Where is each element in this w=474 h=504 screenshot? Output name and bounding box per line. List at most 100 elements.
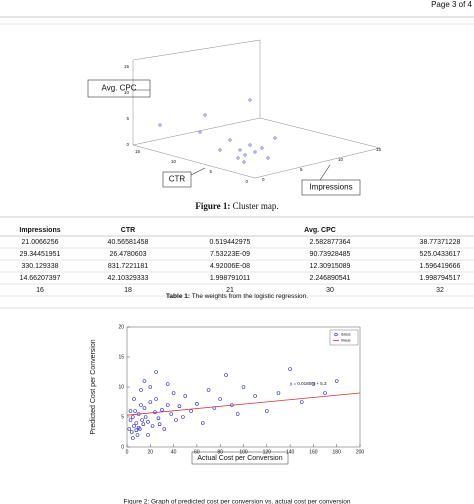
callout-boxes: [87, 79, 361, 196]
data-point: [132, 424, 136, 428]
data-point: [132, 397, 136, 401]
table-header: Avg. CPC: [304, 227, 336, 234]
data-point: [127, 427, 132, 431]
table-cell: 21.0066256: [22, 239, 59, 246]
data-point: [143, 415, 148, 419]
page-number: Page 3 of 4: [431, 0, 472, 9]
table-cell: 2.582877364: [310, 239, 351, 246]
table-caption: Table 1: The weights from the logistic r…: [166, 293, 308, 300]
data-point: [154, 397, 158, 401]
data-point: [134, 428, 139, 433]
data-point: [133, 409, 137, 413]
x-tick-label: 60: [194, 449, 200, 455]
y-tick-label: 0: [245, 179, 248, 184]
figure-caption: Figure 2: Graph of predicted cost per co…: [124, 499, 351, 504]
x-tick-label: 80: [217, 449, 223, 455]
data-point: [288, 367, 292, 371]
table-cell: 38.77371228: [420, 239, 461, 246]
x-tick-label: 160: [309, 449, 318, 455]
data-point: [139, 388, 143, 392]
caption-text: Cluster map.: [233, 201, 279, 211]
x-tick-label: 15: [376, 147, 382, 152]
plot3d-frame: [132, 39, 381, 179]
table-cell: 1.596419666: [420, 263, 461, 270]
data-point: [156, 416, 161, 421]
y-tick-label: 5: [209, 169, 212, 174]
data-point: [189, 409, 193, 413]
table-cell: 29.34451951: [20, 251, 61, 258]
callout: Impressions: [309, 183, 352, 192]
x-tick-label: 10: [338, 157, 344, 162]
cluster-points: [158, 98, 277, 164]
data-point: [154, 370, 158, 374]
data-point: [311, 382, 316, 386]
data-point: [200, 421, 205, 425]
data-point: [150, 424, 155, 428]
data-point: [131, 436, 135, 440]
data-point: [148, 400, 153, 404]
x-tick-label: 120: [263, 449, 272, 455]
x-tick-label: 100: [239, 449, 248, 455]
table-cell: 12.30915089: [310, 263, 351, 270]
table-cell: 330.129338: [22, 263, 59, 270]
y-axis-label: Predicted Cost per Conversion: [90, 339, 97, 434]
table-cell: 2.246890541: [310, 275, 351, 282]
data-point: [181, 415, 185, 419]
table-cell: 525.0433617: [420, 251, 461, 258]
x-tick-label: 0: [126, 449, 129, 455]
table-cell: 14.66207397: [20, 275, 61, 282]
data-point: [165, 382, 170, 386]
caption-label: Figure 1:: [195, 201, 230, 211]
data-point: [235, 412, 240, 416]
data-point: [162, 427, 167, 431]
data-point: [183, 394, 188, 398]
legend-label: linear: [341, 338, 351, 343]
data-point: [323, 391, 327, 395]
data-point: [165, 403, 170, 407]
table-cell: 26.4780603: [110, 251, 147, 258]
y-tick-label: 5: [121, 414, 124, 420]
data-point: [131, 415, 135, 419]
data-point: [174, 418, 178, 422]
data-point: [129, 430, 134, 434]
data-point: [134, 421, 139, 425]
data-point: [218, 397, 222, 401]
x-tick-label: 40: [171, 449, 177, 455]
callout: CTR: [169, 175, 186, 184]
data-point: [171, 391, 176, 395]
table-cell: 30: [326, 287, 334, 294]
y-tick-label: 0: [121, 444, 124, 450]
table: Impressions CTR Avg. CPC 21.0066256 40.56581…: [0, 227, 474, 297]
data-point: [195, 401, 199, 406]
figure-caption: Figure 1: Cluster map.: [195, 201, 278, 211]
table-cell: 831.7221181: [108, 263, 148, 270]
table-cell: 16: [36, 287, 44, 294]
x-tick-label: 0: [262, 177, 265, 182]
data-point: [276, 391, 281, 395]
data-point: [128, 409, 133, 413]
table-header: Impressions: [19, 227, 60, 234]
data-point: [135, 433, 140, 437]
table-cell: 4.92006E-08: [210, 263, 250, 270]
data-point: [241, 385, 246, 389]
table-cell: 18: [124, 287, 132, 294]
data-point: [142, 379, 147, 383]
y-tick-label: 15: [118, 354, 124, 360]
data-point: [128, 418, 133, 422]
caption-label: Table 1:: [166, 293, 190, 300]
callout: Avg. CPC: [102, 84, 137, 93]
equation: y = 0.0185*x + 5.3: [290, 381, 327, 386]
z-tick-label: 10: [124, 90, 130, 95]
table-cell: 42.10329333: [108, 275, 149, 282]
table-cell: 21: [226, 287, 234, 294]
data-point: [136, 425, 141, 430]
z-tick-label: 5: [126, 116, 129, 121]
data-point: [142, 406, 147, 410]
data-point: [169, 412, 174, 416]
data-point: [160, 407, 164, 412]
z-tick-label: 0: [126, 142, 129, 147]
data-point: [148, 385, 153, 389]
